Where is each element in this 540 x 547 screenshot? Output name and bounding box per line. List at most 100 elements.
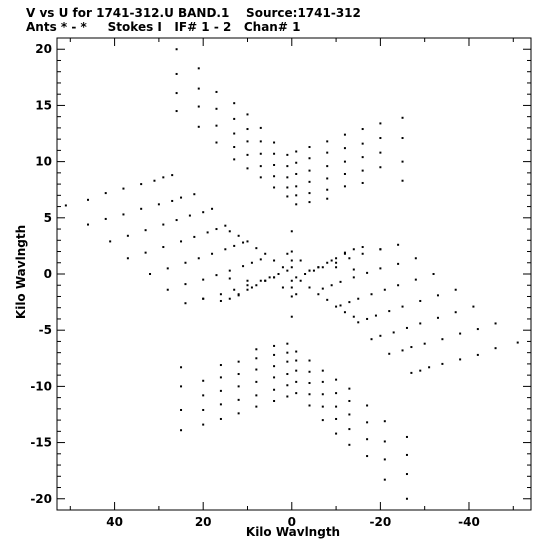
data-point [273,175,276,178]
plot-frame [56,37,532,511]
y-tick-label: -20 [30,492,52,506]
data-point [246,279,249,282]
data-point [295,185,298,188]
data-point [441,338,444,341]
data-point [273,399,276,402]
data-point [246,113,249,116]
data-point [255,357,258,360]
data-point [343,311,346,314]
x-tick-label: 40 [106,515,123,529]
data-point [414,257,417,260]
data-point [259,152,262,155]
data-point [122,187,125,190]
data-point [348,387,351,390]
data-point [428,366,431,369]
data-points [64,48,519,500]
data-point [321,266,324,269]
data-point [379,248,382,251]
data-point [308,146,311,149]
data-point [295,276,298,279]
data-point [219,417,222,420]
data-point [361,169,364,172]
data-point [264,252,267,255]
data-point [476,353,479,356]
data-point [166,267,169,270]
data-point [308,404,311,407]
data-point [290,250,293,253]
data-point [379,151,382,154]
data-point [290,279,293,282]
data-point [255,380,258,383]
data-point [237,293,240,296]
data-point [259,176,262,179]
data-point [228,277,231,280]
data-point [171,199,174,202]
data-point [357,321,360,324]
data-point [286,269,289,272]
data-point [215,274,218,277]
data-point [197,105,200,108]
data-point [149,273,152,275]
data-point [352,268,355,271]
data-point [202,423,205,426]
data-point [326,177,329,180]
data-point [295,172,298,175]
data-point [180,240,183,243]
y-tick-label: -10 [30,379,52,393]
data-point [348,428,351,431]
data-point [219,403,222,406]
data-point [335,266,338,269]
data-point [348,257,351,260]
data-point [357,297,360,300]
data-point [379,267,382,270]
data-point [202,379,205,382]
plot-subtitle: Ants * - * Stokes I IF# 1 - 2 Chan# 1 [26,20,301,34]
data-point [388,310,391,313]
data-point [197,125,200,128]
data-point [343,133,346,136]
data-point [326,151,329,154]
data-point [321,405,324,408]
data-point [259,140,262,143]
data-point [419,369,422,372]
data-point [211,207,214,210]
data-point [255,247,258,250]
data-point [388,352,391,355]
data-point [144,229,147,232]
y-tick-label: 5 [44,211,52,225]
data-point [126,234,129,237]
data-point [233,288,236,291]
data-point [268,276,271,279]
data-point [295,150,298,153]
data-point [326,188,329,191]
data-point [335,257,338,260]
data-point [401,305,404,308]
data-point [459,332,462,335]
data-point [188,214,191,217]
data-point [224,248,227,251]
y-tick-label: 10 [35,155,52,169]
data-point [219,364,222,367]
data-point [321,369,324,372]
data-point [273,365,276,368]
data-point [259,279,262,282]
x-tick-label: 0 [288,515,296,529]
data-point [308,359,311,362]
data-point [286,186,289,189]
data-point [308,201,311,204]
data-point [259,165,262,168]
data-point [140,207,143,210]
data-point [246,284,249,287]
data-point [290,295,293,298]
data-point [277,273,280,275]
data-point [321,380,324,383]
data-point [326,261,329,264]
data-point [233,102,236,105]
data-point [405,453,408,456]
data-point [104,192,107,195]
data-point [295,392,298,395]
data-point [184,302,187,305]
data-point [348,399,351,402]
data-point [454,288,457,291]
